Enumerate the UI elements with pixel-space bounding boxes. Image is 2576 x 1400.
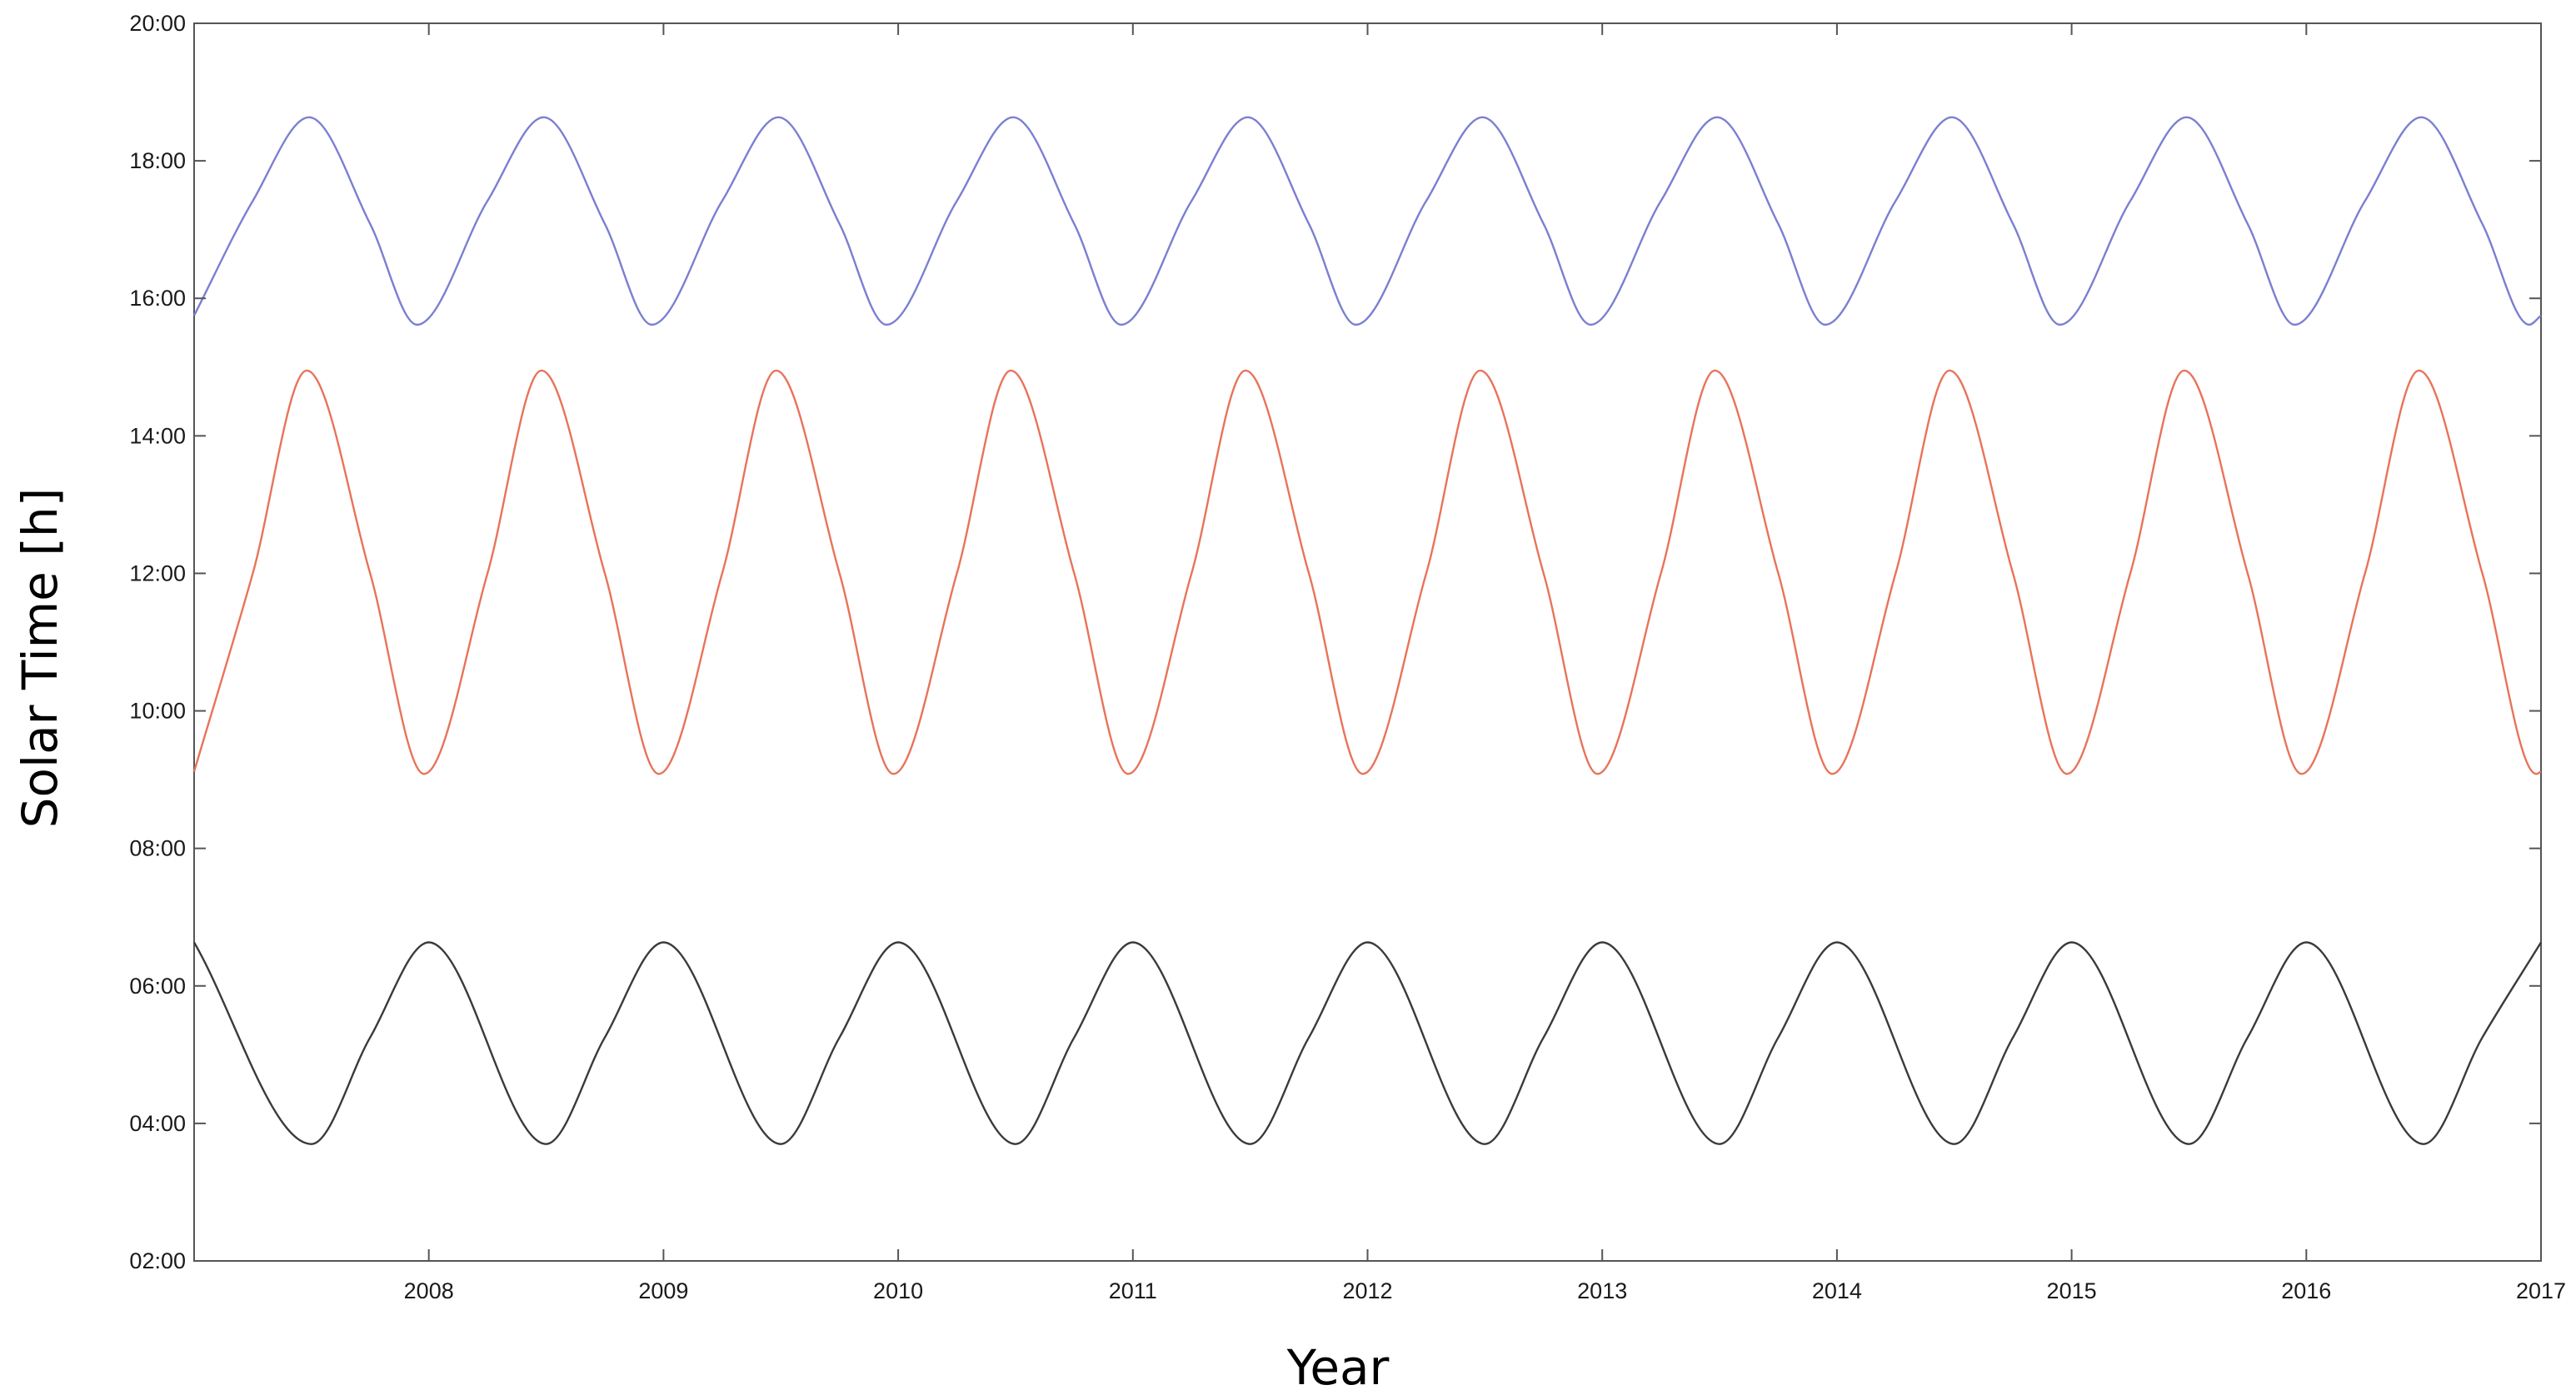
y-tick-label: 16:00	[129, 286, 186, 311]
tick-layer: 2008 2009 2010 2011 2012 2013 2014 2015 2016 2017…	[129, 11, 2566, 1303]
y-tick-label: 02:00	[129, 1248, 186, 1273]
x-tick-label: 2011	[1109, 1278, 1157, 1303]
x-tick-label: 2017	[2516, 1278, 2566, 1303]
y-axis-title: Solar Time [h]	[12, 488, 68, 829]
y-tick-label: 20:00	[129, 11, 186, 36]
y-tick-label: 12:00	[129, 560, 186, 585]
y-tick-label: 06:00	[129, 974, 186, 999]
y-tick-label: 14:00	[129, 423, 186, 448]
x-tick-label: 2014	[1812, 1278, 1862, 1303]
y-tick-label: 04:00	[129, 1111, 186, 1136]
x-tick-label: 2013	[1577, 1278, 1627, 1303]
series-line-2	[192, 369, 2542, 775]
x-tick-label: 2008	[404, 1278, 454, 1303]
y-tick-label: 10:00	[129, 699, 186, 724]
plot-frame	[193, 22, 2542, 1262]
y-tick-label: 18:00	[129, 148, 186, 173]
series-layer	[192, 116, 2543, 1145]
x-tick-label: 2016	[2281, 1278, 2331, 1303]
y-tick-label: 08:00	[129, 836, 186, 861]
series-line-3	[192, 941, 2543, 1145]
x-tick-label: 2010	[873, 1278, 923, 1303]
x-tick-label: 2012	[1342, 1278, 1392, 1303]
x-tick-label: 2015	[2047, 1278, 2097, 1303]
x-axis-title: Year	[1286, 1339, 1390, 1396]
x-tick-label: 2009	[638, 1278, 688, 1303]
series-line-1	[192, 116, 2542, 326]
